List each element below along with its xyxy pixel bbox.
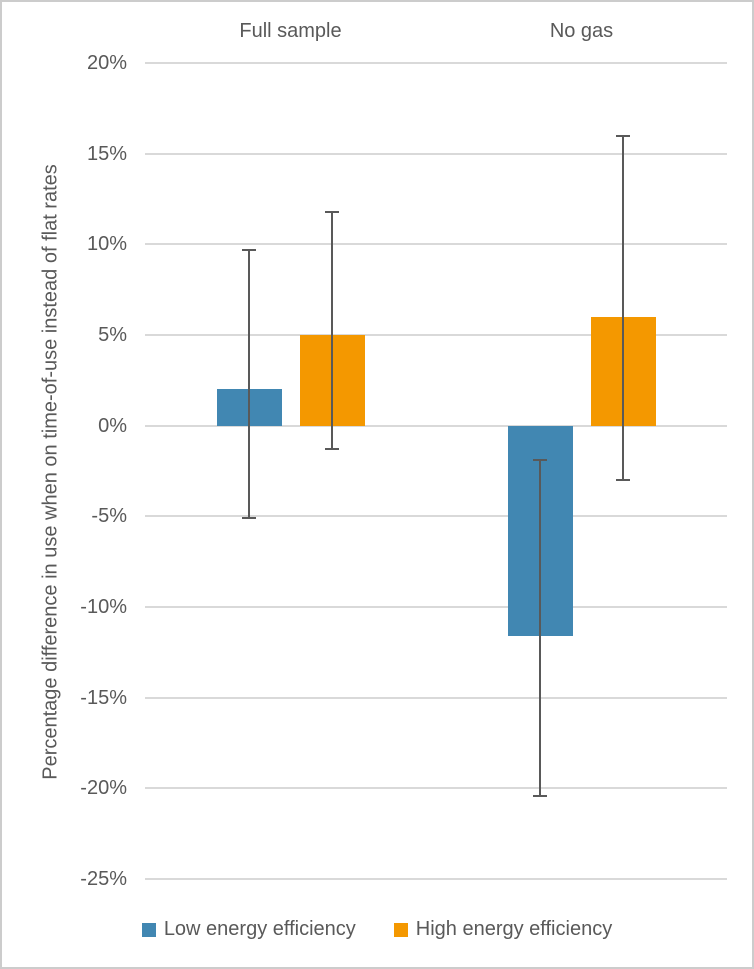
y-tick-label: 5%	[98, 324, 127, 346]
gridline	[145, 424, 727, 427]
gridline	[145, 62, 727, 64]
legend-item-low-energy-efficiency: Low energy efficiency	[141, 918, 356, 941]
category-label-full-sample: Full sample	[239, 20, 342, 42]
gridline	[145, 878, 727, 880]
error-bar-line-full-sample-high-energy-efficiency	[331, 211, 333, 450]
gridline	[145, 152, 727, 155]
error-bar-line-full-sample-low-energy-efficiency	[248, 249, 250, 519]
category-label-no-gas: No gas	[549, 20, 614, 42]
gridline	[145, 606, 727, 608]
y-tick-label: 15%	[86, 142, 127, 165]
error-bar-cap-top-no-gas-high-energy-efficiency	[616, 134, 630, 137]
error-bar-cap-bottom-no-gas-high-energy-efficiency	[616, 479, 630, 482]
legend-item-high-energy-efficiency: High energy efficiency	[393, 918, 613, 941]
y-tick-label: -10%	[80, 596, 127, 618]
y-tick-label: -5%	[91, 505, 127, 528]
legend-label-high-energy-efficiency: High energy efficiency	[415, 918, 613, 940]
error-bar-cap-bottom-full-sample-low-energy-efficiency	[242, 517, 256, 520]
y-tick-label: -20%	[80, 777, 127, 800]
gridline	[145, 515, 727, 518]
legend-label-low-energy-efficiency: Low energy efficiency	[163, 918, 356, 940]
legend: Low energy efficiency High energy effici…	[2, 918, 752, 941]
y-tick-label: -15%	[80, 686, 127, 709]
y-tick-label: 20%	[86, 52, 127, 74]
plot-area	[145, 62, 727, 880]
error-bar-cap-top-full-sample-high-energy-efficiency	[325, 210, 339, 213]
y-tick-label: 0%	[98, 414, 127, 437]
error-bar-cap-bottom-no-gas-low-energy-efficiency	[533, 794, 547, 797]
error-bar-cap-bottom-full-sample-high-energy-efficiency	[325, 448, 339, 451]
gridline	[145, 243, 727, 246]
gridline	[145, 696, 727, 699]
gridline	[145, 334, 727, 336]
y-tick-label: 10%	[86, 233, 127, 256]
error-bar-line-no-gas-high-energy-efficiency	[622, 135, 624, 481]
legend-swatch-low-energy-efficiency	[141, 922, 156, 937]
y-tick-label: -25%	[80, 868, 127, 890]
error-bar-cap-top-no-gas-low-energy-efficiency	[533, 459, 547, 462]
legend-swatch-high-energy-efficiency	[393, 922, 408, 937]
gridline	[145, 787, 727, 790]
error-bar-cap-top-full-sample-low-energy-efficiency	[242, 248, 256, 251]
error-bar-line-no-gas-low-energy-efficiency	[539, 460, 541, 796]
